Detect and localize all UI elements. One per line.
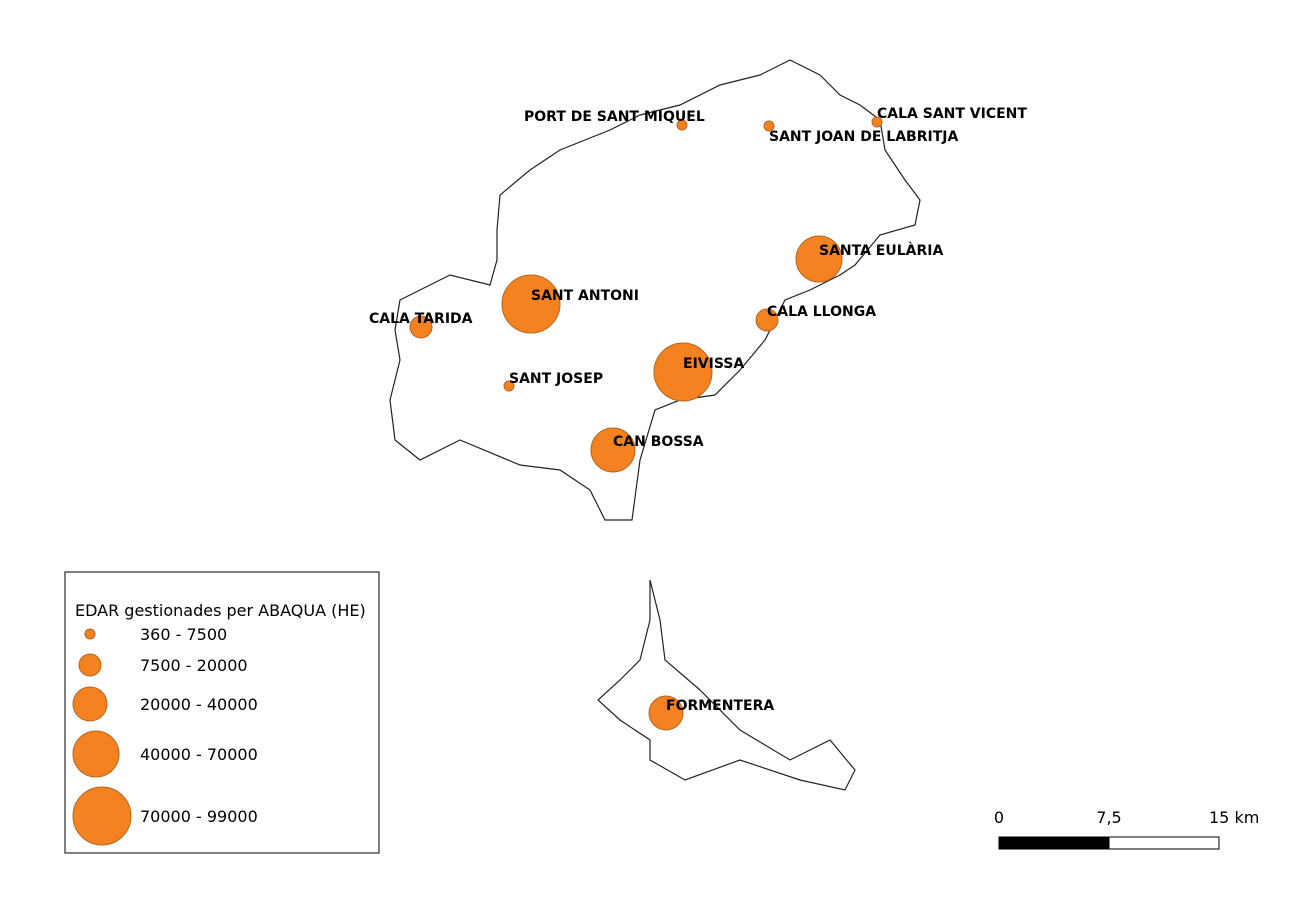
legend-label: 20000 - 40000 [140,695,258,714]
place-label: SANTA EULÀRIA [819,242,943,259]
place-label: EIVISSA [683,356,744,372]
place-label: PORT DE SANT MIQUEL [524,109,705,125]
place-label: SANT JOAN DE LABRITJA [769,129,958,145]
treatment-plant [653,342,713,402]
place-label: FORMENTERA [666,698,774,714]
place-label: CALA TARIDA [369,311,473,327]
legend-title: EDAR gestionades per ABAQUA (HE) [75,601,366,620]
legend-label: 360 - 7500 [140,625,227,644]
scale-bar-segment [1108,836,1220,850]
treatment-plant [755,308,779,332]
legend-symbol [72,730,120,778]
ibiza-outline [389,59,921,521]
legend-symbol [72,686,108,722]
scale-bar-label: 15 km [1209,808,1259,827]
scale-bar-label: 0 [994,808,1004,827]
treatment-plant [501,274,561,334]
formentera-outline [597,579,856,791]
place-label: CALA LLONGA [767,304,876,320]
scale-bar-label: 7,5 [1096,808,1121,827]
legend-label: 40000 - 70000 [140,745,258,764]
treatment-plant [763,120,775,132]
treatment-plant [648,695,684,731]
treatment-plant [676,119,688,131]
place-label: CALA SANT VICENT [877,106,1027,122]
treatment-plant [795,235,843,283]
legend-label: 7500 - 20000 [140,656,248,675]
legend-symbol [84,628,96,640]
legend-symbol [72,786,132,846]
legend-symbol [78,653,102,677]
treatment-plant [871,116,883,128]
scale-bar-segment [998,836,1110,850]
legend-label: 70000 - 99000 [140,807,258,826]
place-label: SANT ANTONI [531,288,639,304]
treatment-plant [503,380,515,392]
legend-box [64,571,380,854]
place-label: SANT JOSEP [509,371,603,387]
treatment-plant [409,315,433,339]
treatment-plant [590,427,636,473]
place-label: CAN BOSSA [613,434,704,450]
